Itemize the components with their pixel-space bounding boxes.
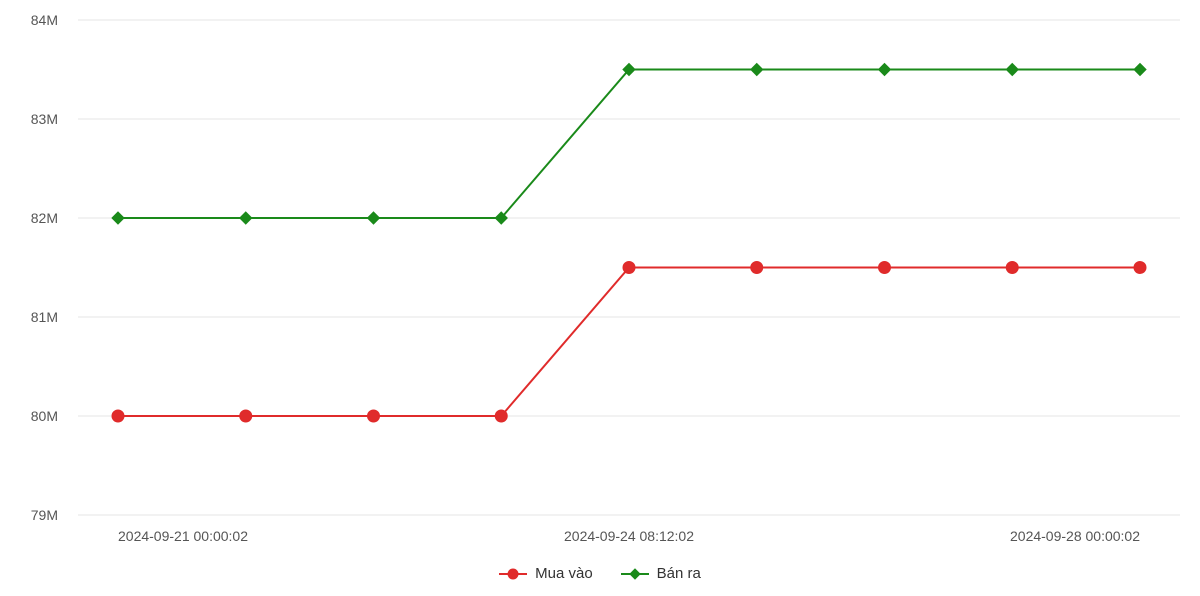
chart-legend: Mua vào Bán ra xyxy=(0,565,1200,582)
legend-item-ban-ra: Bán ra xyxy=(621,565,701,582)
chart-container: 79M 80M 81M 82M 83M 84M 2024-09-21 00:00:02 202… xyxy=(0,0,1200,596)
svg-text:2024-09-24 08:12:02: 2024-09-24 08:12:02 xyxy=(564,528,694,544)
svg-text:82M: 82M xyxy=(31,210,58,226)
svg-text:2024-09-21 00:00:02: 2024-09-21 00:00:02 xyxy=(118,528,248,544)
svg-text:80M: 80M xyxy=(31,408,58,424)
svg-text:2024-09-28 00:00:02: 2024-09-28 00:00:02 xyxy=(1010,528,1140,544)
svg-text:81M: 81M xyxy=(31,309,58,325)
legend-label-mua-vao: Mua vào xyxy=(535,565,593,582)
legend-item-mua-vao: Mua vào xyxy=(499,565,593,582)
svg-text:84M: 84M xyxy=(31,12,58,28)
svg-text:79M: 79M xyxy=(31,507,58,523)
svg-text:83M: 83M xyxy=(31,111,58,127)
legend-label-ban-ra: Bán ra xyxy=(657,565,701,582)
legend-swatch-mua-vao xyxy=(499,567,527,581)
legend-swatch-ban-ra xyxy=(621,567,649,581)
line-chart: 79M 80M 81M 82M 83M 84M 2024-09-21 00:00:02 202… xyxy=(0,0,1200,596)
